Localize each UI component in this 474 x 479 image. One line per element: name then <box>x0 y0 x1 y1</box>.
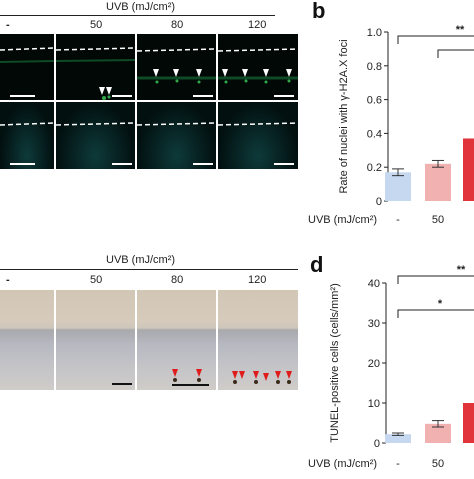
chart-b-ytick-label: 0.6 <box>367 95 382 107</box>
micrograph-tunel-control <box>0 290 54 390</box>
bottom-uvb-header-line <box>0 269 298 270</box>
panel-letter-d: d <box>310 252 324 277</box>
micrograph-green-80 <box>137 34 216 100</box>
top-dose-80: 80 <box>171 19 184 31</box>
bottom-uvb-label: UVB (mJ/cm²) <box>106 254 176 266</box>
chart-b-bar <box>463 138 474 201</box>
micrograph-tunel-80 <box>137 290 216 390</box>
bottom-dose-80: 80 <box>171 274 184 286</box>
top-dose-50: 50 <box>90 19 103 31</box>
chart-b-sig-label: ** <box>456 24 465 36</box>
chart-b-ytick-label: 0.4 <box>367 128 382 140</box>
chart-b-category-label: - <box>396 214 400 226</box>
chart-b-ytick-label: 0 <box>376 196 382 208</box>
bottom-dose-50: 50 <box>90 274 103 286</box>
bottom-dose-none: - <box>6 274 10 286</box>
micrograph-nuclei-120 <box>218 102 298 169</box>
panel-letter-b: b <box>312 0 326 23</box>
bottom-dose-120: 120 <box>248 274 267 286</box>
chart-d-category-label: 50 <box>432 458 444 470</box>
top-dose-120: 120 <box>248 19 267 31</box>
micrograph-green-120 <box>218 34 298 100</box>
chart-b-ytick-label: 1.0 <box>367 27 382 39</box>
chart-b-sig-bracket <box>397 35 474 44</box>
micrograph-green-50 <box>56 34 135 100</box>
chart-b-bar <box>425 163 451 201</box>
chart-d-sig-label: * <box>438 298 443 310</box>
micrograph-tunel-120 <box>218 290 298 390</box>
chart-d-ytick-label: 40 <box>368 278 380 290</box>
chart-d-sig-label: ** <box>457 264 466 276</box>
chart-d-xlabel: UVB (mJ/cm²) <box>308 458 377 470</box>
chart-b-ylabel: Rate of nuclei with γ-H2A.X foci <box>338 39 350 193</box>
micrograph-tunel-50 <box>56 290 135 390</box>
chart-b-bar <box>385 172 411 201</box>
micrograph-nuclei-control <box>0 102 54 169</box>
top-uvb-label: UVB (mJ/cm²) <box>106 1 176 13</box>
chart-d-bar <box>385 434 411 443</box>
chart-d-ylabel: TUNEL-positive cells (cells/mm²) <box>329 283 341 443</box>
chart-d-category-label: - <box>396 458 400 470</box>
chart-b-xlabel: UVB (mJ/cm²) <box>308 214 377 226</box>
chart-b-sig-bracket <box>437 49 474 58</box>
chart-d-ytick-label: 0 <box>374 438 380 450</box>
chart-b-ytick-label: 0.8 <box>367 61 382 73</box>
chart-b-ytick-label: 0.2 <box>367 162 382 174</box>
chart-d-bar <box>425 423 451 443</box>
top-dose-none: - <box>6 19 10 31</box>
micrograph-nuclei-50 <box>56 102 135 169</box>
chart-d-bar <box>463 403 474 443</box>
chart-d-ytick-label: 30 <box>368 318 380 330</box>
chart-d-sig-bracket <box>397 309 474 318</box>
chart-d-ytick-label: 10 <box>368 398 380 410</box>
chart-b-category-label: 50 <box>432 214 444 226</box>
chart-d-sig-bracket <box>397 275 474 284</box>
micrograph-green-control <box>0 34 54 100</box>
chart-d-ytick-label: 20 <box>368 358 380 370</box>
micrograph-nuclei-80 <box>137 102 216 169</box>
top-uvb-header-line <box>0 15 275 16</box>
